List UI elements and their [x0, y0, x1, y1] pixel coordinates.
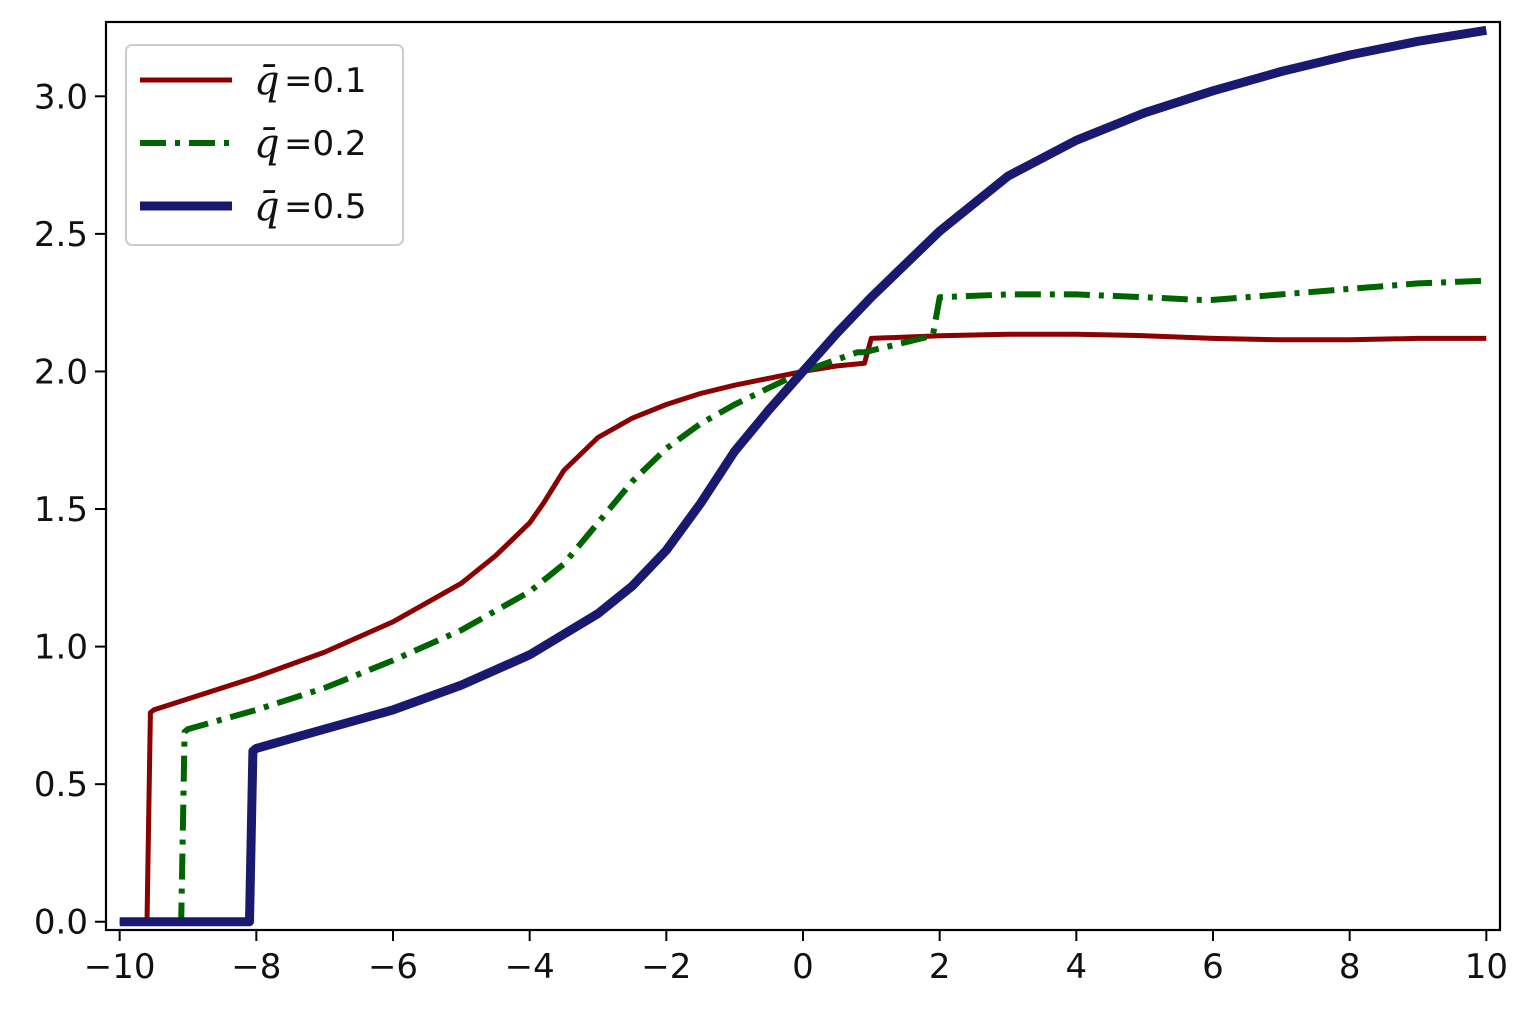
- series-line-1: [119, 331, 1487, 925]
- y-tick-label: 3.0: [34, 77, 88, 117]
- x-tick-label: −8: [231, 947, 281, 987]
- y-axis: 0.0 0.5 1.0 1.5 2.0 2.5 3.0: [34, 77, 106, 943]
- x-axis: −10 −8 −6 −4 −2 0 2 4 6 8 10: [84, 930, 1508, 987]
- y-tick-label: 2.0: [34, 352, 88, 392]
- legend-box: [125, 44, 404, 246]
- legend: q̄ =0.1q̄ =0.2q̄ =0.5: [125, 44, 404, 246]
- x-tick-label: 2: [929, 947, 951, 987]
- x-tick-label: 6: [1202, 947, 1224, 987]
- legend-symbol: q̄: [254, 184, 280, 230]
- legend-label: =0.1: [284, 61, 367, 101]
- x-tick-label: −4: [505, 947, 555, 987]
- y-tick-label: 2.5: [34, 215, 88, 255]
- y-tick-label: 1.0: [34, 628, 88, 668]
- legend-label: =0.2: [284, 124, 367, 164]
- y-tick-label: 0.0: [34, 903, 88, 943]
- series-line-3: [119, 25, 1488, 927]
- x-tick-label: −6: [368, 947, 418, 987]
- x-tick-label: −10: [84, 947, 156, 987]
- legend-symbol: q̄: [254, 121, 280, 167]
- y-tick-label: 0.5: [34, 765, 88, 805]
- y-tick-label: 1.5: [34, 490, 88, 530]
- series-layer: [119, 25, 1488, 927]
- legend-symbol: q̄: [254, 58, 280, 104]
- x-tick-label: −2: [641, 947, 691, 987]
- x-tick-label: 10: [1465, 947, 1508, 987]
- x-tick-label: 0: [792, 947, 814, 987]
- series-line-2: [174, 277, 1487, 925]
- x-tick-label: 8: [1339, 947, 1361, 987]
- legend-label: =0.5: [284, 187, 367, 227]
- x-tick-label: 4: [1066, 947, 1088, 987]
